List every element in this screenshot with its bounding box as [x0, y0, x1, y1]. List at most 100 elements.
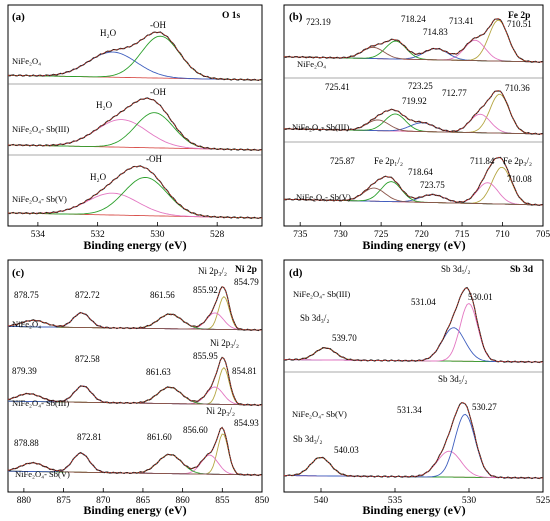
- panel-b-s1-p3: 714.83: [423, 27, 448, 37]
- panel-b-fe2p12-label: Fe 2p₁/₂: [374, 156, 403, 166]
- panel-d-label: (d): [289, 267, 303, 279]
- panel-a-s1-fit-envelope: [8, 31, 262, 81]
- panel-a-xlabel: Binding energy (eV): [83, 238, 186, 252]
- panel-a-s3-raw-spectrum: [7, 165, 262, 219]
- panel-d-frame: [283, 259, 544, 493]
- panel-a-s2-oh: -OH: [150, 87, 166, 97]
- panel-a-sample-3: NiFe₂O₄- Sb(V): [12, 194, 67, 204]
- panel-b-tick-label-5: 710: [495, 230, 510, 240]
- panel-b-s3-p4: 711.84: [470, 156, 495, 166]
- panel-c-s2-p5: 854.81: [232, 366, 257, 376]
- panel-b-ticks: 735 730 725 720 715 710 705: [293, 222, 550, 240]
- panel-b-s1-fit-envelope: [283, 18, 543, 63]
- panel-d-tick-label-2: 530: [462, 496, 477, 506]
- panel-b-core-label: Fe 2p: [508, 11, 530, 21]
- panel-a-s2-fit-envelope: [7, 97, 262, 151]
- panel-b-s1-p2: 718.24: [401, 14, 426, 24]
- panel-d-s1-level-32: Sb 3d₃/₂: [300, 313, 330, 323]
- panel-a-label: (a): [12, 11, 25, 23]
- panel-c-s2-p3: 861.63: [146, 367, 171, 377]
- panel-b-tick-label-1: 730: [334, 230, 349, 240]
- panel-c-ticks: 880 875 870 865 860 855 850: [17, 488, 270, 506]
- panel-c-frame: [7, 259, 263, 493]
- panel-d-s1-p3: 530.01: [468, 292, 493, 302]
- panel-c-s2-p1: 879.39: [12, 366, 37, 376]
- panel-b-s2-p5: 710.36: [505, 83, 530, 93]
- panel-d-s1-component-2: [284, 327, 543, 363]
- panel-c-s1-p5: 854.79: [234, 277, 259, 287]
- panel-b-s2-fit-envelope: [284, 90, 543, 135]
- panel-c-xlabel: Binding energy (eV): [83, 503, 186, 517]
- panel-b-s3-p2: 718.64: [408, 167, 433, 177]
- panel-b-sample-1: NiFe₂O₄: [297, 59, 326, 69]
- panel-c-s2-p2: 872.58: [75, 354, 100, 364]
- panel-c-tick-label-4: 860: [176, 496, 191, 506]
- panel-d-tick-label-0: 540: [314, 496, 329, 506]
- panel-d-s2-p2: 531.34: [397, 405, 422, 415]
- panel-c-tick-label-0: 880: [17, 496, 32, 506]
- panel-a-core-label: O 1s: [222, 11, 241, 21]
- panel-b-tick-label-0: 735: [293, 230, 308, 240]
- panel-a-s1-raw-spectrum: [7, 31, 262, 81]
- panel-b-sample-3: NiFe₂O₄- Sb(V): [296, 192, 351, 202]
- panel-d-s1-fit-envelope: [284, 287, 543, 363]
- panel-b-tick-label-2: 725: [374, 230, 389, 240]
- panel-d-core-label: Sb 3d: [510, 265, 534, 275]
- panel-c-s1-p4: 855.92: [193, 285, 218, 295]
- panel-c-s1-raw-spectrum: [7, 285, 262, 332]
- panel-b-s1-p4: 713.41: [449, 16, 474, 26]
- panel-c-tick-label-6: 850: [255, 496, 270, 506]
- panel-d-plot: [283, 286, 543, 480]
- panel-a-s3-fit-envelope: [7, 165, 262, 219]
- panel-b-fe2p32-label: Fe 2p₃/₂: [503, 156, 532, 166]
- panel-d-s2-p1: 540.03: [334, 445, 359, 455]
- panel-c-s2-level: Ni 2p₃/₂: [210, 338, 239, 348]
- panel-c-s3-fit-envelope: [7, 426, 262, 476]
- panel-c-s3-p5: 854.93: [234, 418, 259, 428]
- panel-d-s2-component-3: [283, 413, 543, 479]
- panel-a-ticks: 534 532 530 528: [31, 222, 225, 240]
- panel-c-s1-fit-envelope: [7, 286, 262, 331]
- panel-b-s2-p2: 723.25: [408, 81, 433, 91]
- panel-a-frame: [7, 4, 263, 227]
- panel-d-sample-1: NiFe₂O₄- Sb(III): [293, 289, 350, 299]
- panel-c-s2-fit-envelope: [7, 357, 262, 406]
- panel-c: (c) Ni 2p 880 875 870 865 860 855 850 NiFe₂O₄ …: [7, 259, 270, 517]
- panel-c-tick-label-5: 855: [215, 496, 230, 506]
- panel-b-s1-p5: 710.51: [507, 19, 532, 29]
- panel-d-tick-label-1: 535: [388, 496, 403, 506]
- panel-d-s1-level-52: Sb 3d₅/₂: [441, 264, 471, 274]
- panel-a-s1-h2o: H₂O: [100, 28, 117, 38]
- panel-a-s1-component-2: [8, 35, 262, 81]
- panel-c-sample-1: NiFe₂O₄: [12, 319, 41, 329]
- panel-d-s2-component-1: [284, 456, 543, 479]
- panel-c-core-label: Ni 2p: [235, 265, 257, 275]
- panel-d-s2-p3: 530.27: [472, 402, 497, 412]
- panel-d-tick-label-3: 525: [536, 496, 550, 506]
- panel-c-s1-level: Ni 2p₃/₂: [198, 266, 227, 276]
- panel-c-tick-label-1: 875: [56, 496, 71, 506]
- panel-b-s3-p3: 723.75: [420, 180, 445, 190]
- panel-b-tick-label-4: 715: [455, 230, 470, 240]
- panel-a-tick-label-1: 532: [91, 230, 106, 240]
- panel-c-s3-level: Ni 2p₃/₂: [206, 406, 235, 416]
- panel-b-s2-p4: 712.77: [442, 88, 467, 98]
- panel-a-tick-label-3: 528: [210, 230, 225, 240]
- panel-d-s1-p1: 539.70: [332, 333, 357, 343]
- panel-c-s1-component-1: [8, 295, 262, 331]
- panel-a-s3-oh: -OH: [146, 154, 162, 164]
- panel-b-xlabel: Binding energy (eV): [362, 238, 465, 252]
- panel-a-s3-h2o: H₂O: [90, 172, 107, 182]
- panel-b-frame: [283, 4, 544, 227]
- panel-c-label: (c): [12, 267, 25, 279]
- panel-a-plot: [7, 31, 262, 219]
- panel-a-sample-1: NiFe₂O₄: [12, 56, 41, 66]
- panel-d: (d) Sb 3d 540 535 530 525 NiFe₂O₄- Sb(III) …: [283, 259, 550, 517]
- panel-d-ticks: 540 535 530 525: [314, 488, 550, 506]
- panel-c-s1-p1: 878.75: [14, 290, 39, 300]
- panel-c-s3-p2: 872.81: [77, 432, 102, 442]
- panel-d-s2-fit-envelope: [284, 401, 543, 479]
- panel-d-xlabel: Binding energy (eV): [362, 503, 465, 517]
- panel-b-label: (b): [289, 11, 303, 23]
